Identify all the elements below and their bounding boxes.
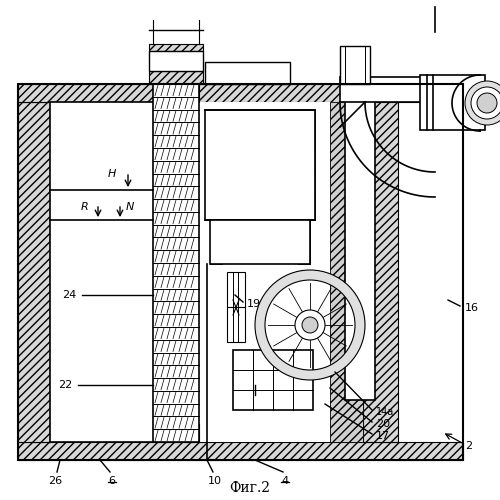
Bar [210, 220, 222, 264]
Circle shape [295, 310, 325, 340]
Bar [340, 46, 370, 84]
Text: N: N [126, 202, 134, 212]
Bar [18, 102, 50, 442]
Bar [149, 71, 203, 84]
Text: 18: 18 [251, 398, 265, 408]
Text: 26: 26 [48, 476, 62, 486]
Text: 16: 16 [465, 303, 479, 313]
Circle shape [465, 81, 500, 125]
Text: 2: 2 [466, 441, 472, 451]
Text: Фиг.2: Фиг.2 [230, 481, 270, 495]
Bar [18, 442, 463, 460]
Circle shape [477, 93, 497, 113]
Bar [330, 102, 363, 442]
Bar [149, 44, 203, 51]
Circle shape [471, 87, 500, 119]
Text: 20: 20 [376, 419, 390, 429]
Bar [227, 272, 245, 342]
Bar [153, 84, 199, 442]
Bar [300, 110, 315, 220]
Wedge shape [255, 270, 365, 380]
Bar [155, 84, 199, 102]
Text: R: R [81, 202, 89, 212]
Bar [149, 51, 203, 71]
Bar [199, 102, 363, 442]
Bar [50, 102, 155, 442]
Bar [205, 76, 290, 84]
Circle shape [302, 317, 318, 333]
Text: 6: 6 [108, 476, 116, 486]
Text: 4: 4 [282, 476, 288, 486]
Text: 14a: 14a [376, 407, 394, 417]
Bar [345, 100, 375, 400]
Bar [210, 220, 310, 264]
Bar [420, 75, 485, 130]
Bar [363, 102, 398, 442]
Bar [205, 110, 220, 220]
Bar [18, 84, 463, 460]
Bar [233, 350, 313, 410]
Bar [155, 424, 199, 442]
Bar [340, 77, 440, 102]
Text: 24: 24 [62, 290, 76, 300]
Bar [18, 84, 463, 102]
Text: 10: 10 [208, 476, 222, 486]
Text: 19: 19 [247, 299, 261, 309]
Text: 22: 22 [58, 380, 72, 390]
Text: H: H [108, 169, 116, 179]
Bar [50, 264, 363, 278]
Bar [298, 220, 310, 264]
Bar [205, 110, 315, 220]
Text: 17: 17 [376, 431, 390, 441]
Bar [205, 62, 290, 84]
